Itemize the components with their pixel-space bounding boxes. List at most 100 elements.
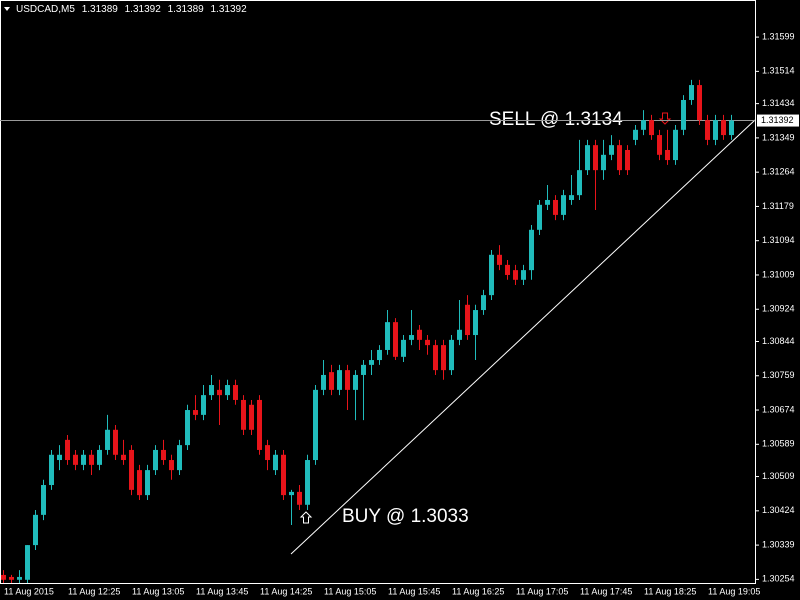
candle-body: [209, 385, 214, 396]
candle-body: [481, 295, 486, 311]
candle-body: [353, 374, 358, 390]
candle-body: [137, 470, 142, 496]
candle-body: [401, 339, 406, 357]
candle-body: [273, 454, 278, 471]
candle-body: [553, 199, 558, 215]
candle-body: [641, 120, 646, 130]
y-tick-label: 1.30254: [762, 574, 795, 584]
candle-body: [489, 254, 494, 296]
candle-body: [233, 385, 238, 400]
header-high: 1.31392: [124, 4, 161, 15]
candle-body: [561, 195, 566, 215]
candle-body: [9, 576, 14, 580]
buy-arrow: [299, 511, 313, 524]
candle-body: [49, 454, 54, 486]
candle-body: [297, 491, 302, 505]
trend-line: [290, 119, 756, 555]
candle-body: [441, 345, 446, 371]
candle-body: [673, 129, 678, 161]
x-tick-label: 11 Aug 12:25: [68, 586, 120, 596]
candle-body: [665, 149, 670, 161]
candle-body: [241, 399, 246, 430]
candle-body: [409, 335, 414, 340]
candle-body: [17, 576, 22, 580]
sell-arrow: [658, 112, 672, 125]
candle-body: [705, 120, 710, 140]
candle-body: [313, 389, 318, 461]
candle-body: [609, 145, 614, 155]
chart-header: USDCAD,M5 1.31389 1.31392 1.31389 1.3139…: [16, 4, 251, 15]
candle-body: [417, 329, 422, 340]
y-tick-label: 1.31349: [762, 132, 795, 142]
y-tick-label: 1.30509: [762, 471, 795, 481]
candle-body: [321, 374, 326, 390]
y-tick-label: 1.30674: [762, 404, 795, 414]
x-tick-label: 11 Aug 15:05: [324, 586, 376, 596]
candle-body: [65, 439, 70, 461]
sell-annotation: SELL @ 1.3134: [489, 109, 623, 130]
y-tick-label: 1.31514: [762, 66, 795, 76]
candle-body: [465, 304, 470, 336]
plot-frame: [0, 0, 756, 584]
candle-body: [505, 264, 510, 275]
y-tick-label: 1.31094: [762, 235, 795, 245]
candle-body: [449, 339, 454, 371]
candle-body: [529, 229, 534, 271]
menu-triangle[interactable]: [4, 7, 10, 11]
candle-body: [393, 322, 398, 357]
y-tick-label: 1.30589: [762, 439, 795, 449]
candle-body: [513, 270, 518, 280]
x-tick-label: 11 Aug 17:45: [580, 586, 632, 596]
y-tick-label: 1.31434: [762, 98, 795, 108]
candle-body: [617, 145, 622, 171]
candle-body: [681, 99, 686, 130]
candle-body: [89, 454, 94, 465]
candle-body: [193, 410, 198, 415]
y-tick-label: 1.31264: [762, 167, 795, 177]
candle-body: [385, 322, 390, 350]
y-tick-label: 1.30339: [762, 539, 795, 549]
candle-body: [305, 460, 310, 505]
symbol: USDCAD,M5: [16, 4, 75, 15]
x-tick-label: 11 Aug 18:25: [644, 586, 696, 596]
price-label: 1.31392: [761, 115, 794, 125]
x-tick-label: 11 Aug 16:25: [452, 586, 504, 596]
candle-body: [105, 429, 110, 450]
candle-body: [201, 395, 206, 415]
candle-body: [721, 120, 726, 136]
header-open: 1.31389: [81, 4, 118, 15]
x-tick-label: 11 Aug 14:25: [260, 586, 312, 596]
y-tick-label: 1.30844: [762, 336, 795, 346]
candle-body: [177, 445, 182, 471]
candle-body: [585, 145, 590, 171]
candle-body: [433, 345, 438, 371]
candle-body: [329, 372, 334, 390]
candle-body: [729, 120, 734, 136]
candle-body: [569, 195, 574, 200]
candle-body: [457, 329, 462, 340]
y-tick-label: 1.31179: [762, 201, 794, 211]
candle-body: [169, 460, 174, 471]
candle-body: [625, 149, 630, 171]
candle-body: [161, 449, 166, 461]
candle-body: [145, 470, 150, 496]
y-tick-label: 1.31599: [762, 31, 795, 41]
header-low: 1.31389: [167, 4, 204, 15]
candle-body: [545, 199, 550, 205]
candle-body: [25, 545, 30, 580]
candle-body: [593, 145, 598, 171]
candle-body: [225, 385, 230, 396]
candle-body: [649, 120, 654, 136]
y-tick-label: 1.30424: [762, 505, 795, 515]
x-tick-label: 11 Aug 13:45: [196, 586, 248, 596]
candle-body: [377, 349, 382, 361]
candle-body: [265, 445, 270, 461]
candle-body: [257, 399, 262, 450]
candle-body: [713, 120, 718, 140]
candle-body: [657, 135, 662, 155]
y-tick-label: 1.31009: [762, 269, 795, 279]
candle-body: [337, 370, 342, 390]
candle-body: [81, 454, 86, 465]
candle-body: [633, 129, 638, 140]
x-tick-label: 11 Aug 19:05: [708, 586, 760, 596]
